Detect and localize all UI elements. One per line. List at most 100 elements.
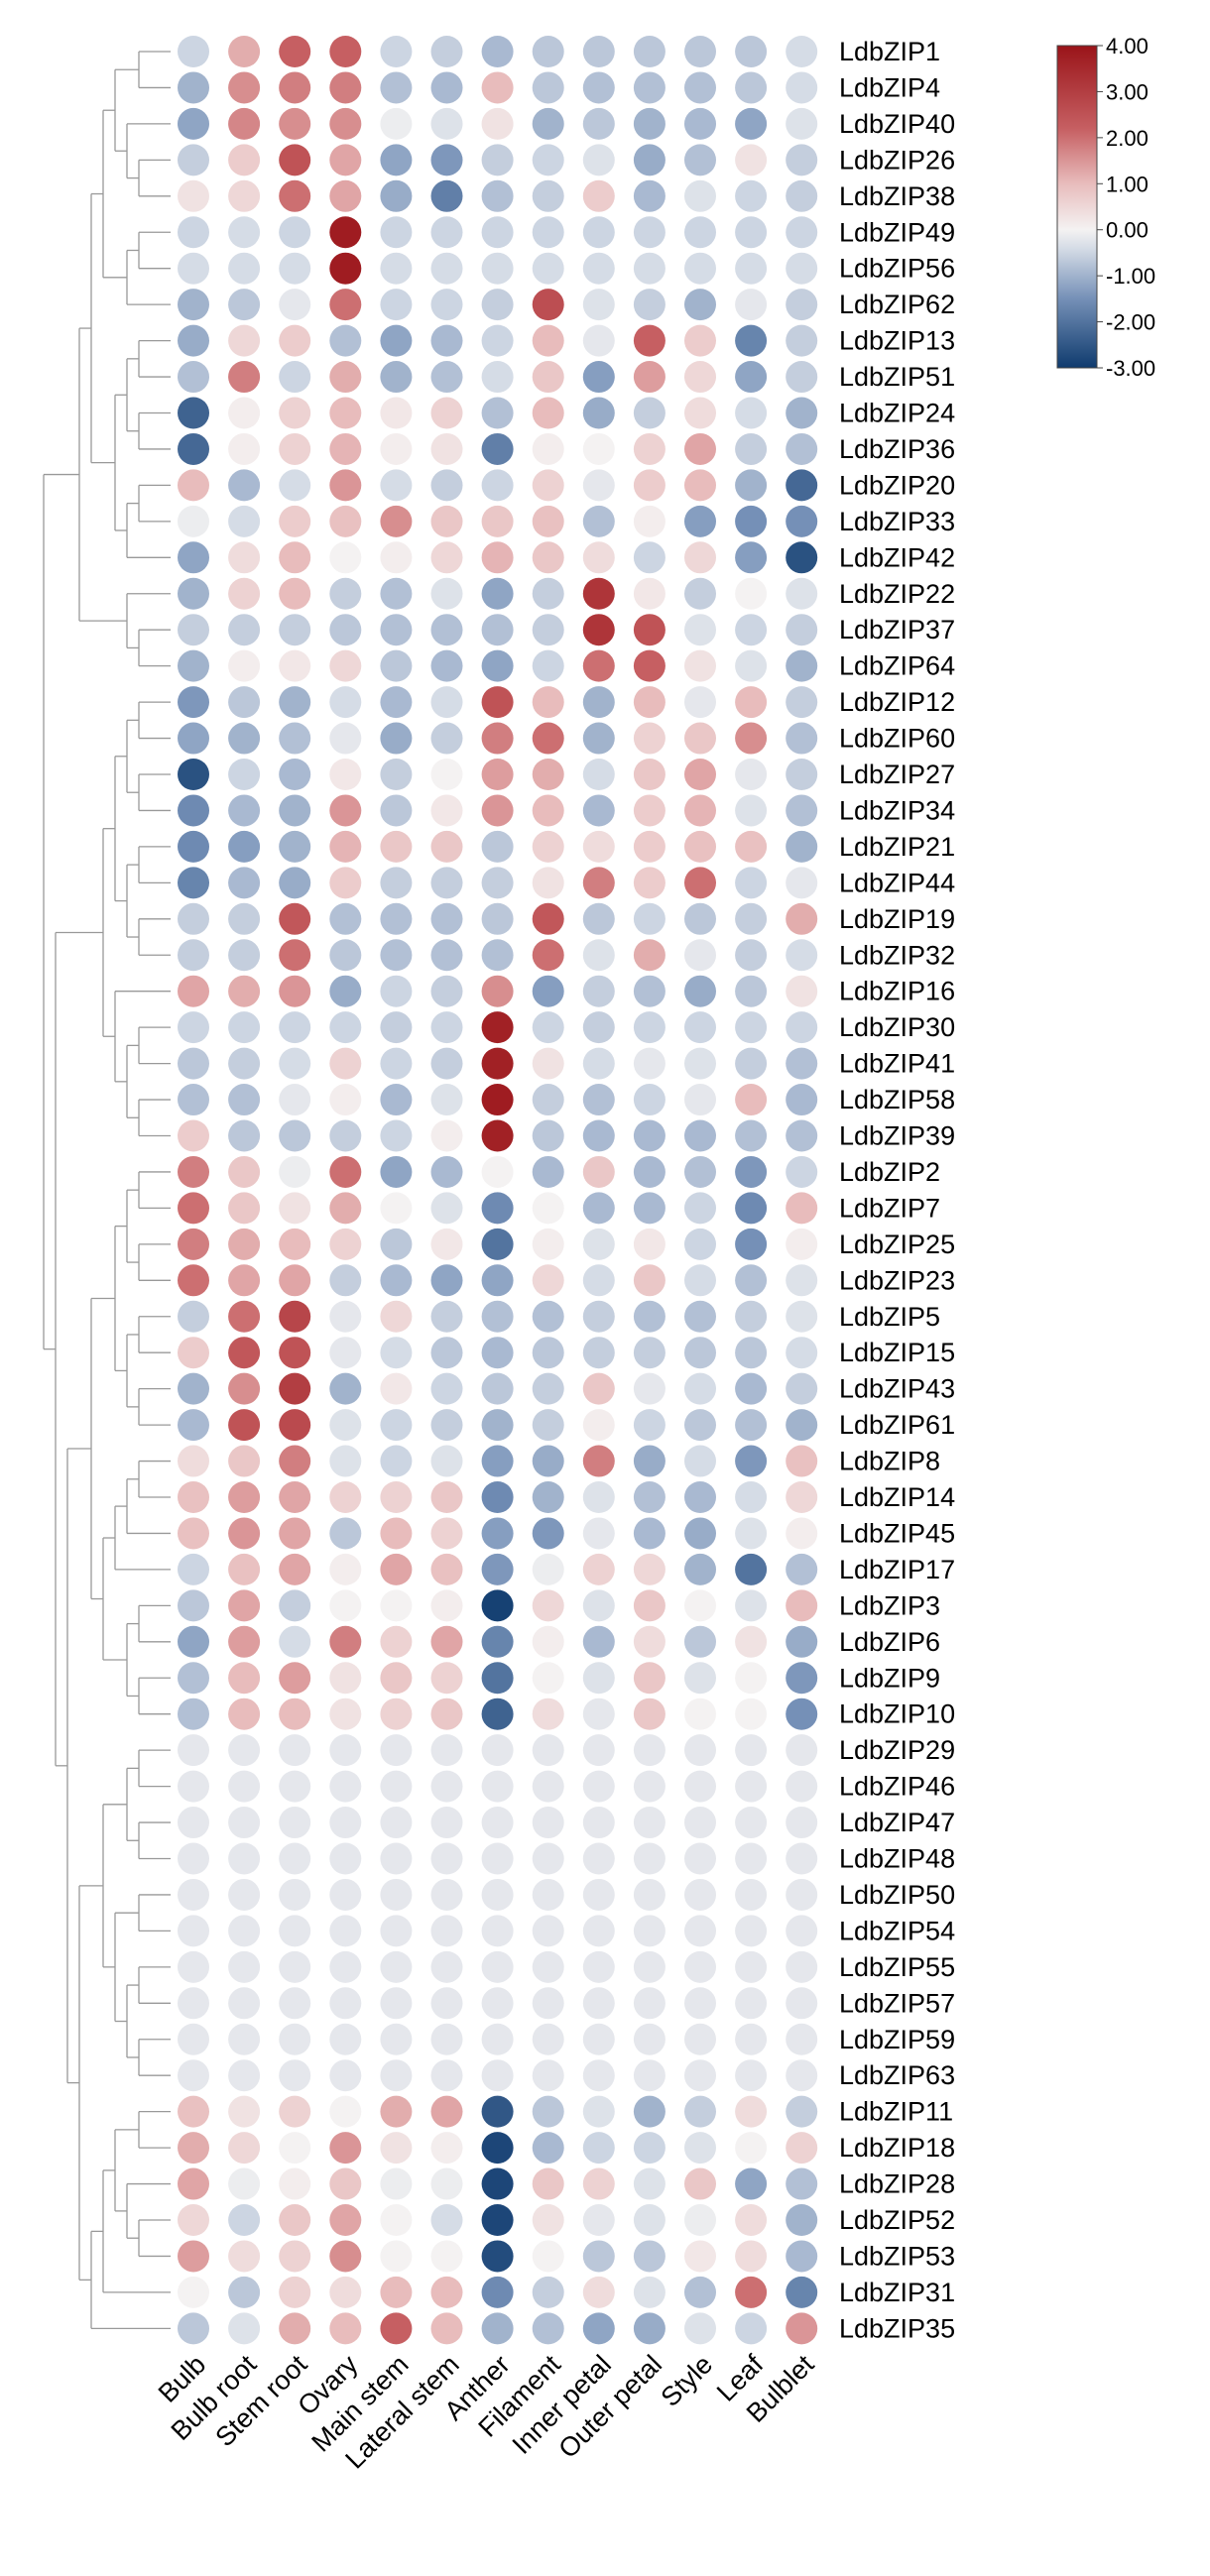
dot <box>279 1842 311 1875</box>
dot <box>633 794 666 827</box>
dot <box>532 1192 564 1225</box>
dot <box>279 179 311 212</box>
dot <box>380 1300 413 1333</box>
dot <box>481 2312 514 2345</box>
dot <box>329 2276 362 2308</box>
dot <box>582 577 615 610</box>
dot <box>684 432 716 465</box>
row-label: LdbZIP52 <box>839 2205 955 2235</box>
row-label: LdbZIP8 <box>839 1447 940 1476</box>
dot <box>430 1011 463 1044</box>
dot <box>178 2095 209 2128</box>
dot <box>228 830 261 863</box>
dot <box>279 1228 311 1260</box>
dot <box>735 1950 768 1983</box>
dot <box>178 541 209 574</box>
dot <box>279 1337 311 1369</box>
dot <box>735 2059 768 2092</box>
dot <box>786 1337 818 1369</box>
row-label: LdbZIP19 <box>839 904 955 934</box>
dot <box>329 614 362 646</box>
dot <box>380 939 413 972</box>
dot <box>279 1987 311 2020</box>
dot <box>279 2240 311 2273</box>
dot <box>279 649 311 682</box>
row-label: LdbZIP34 <box>839 795 955 825</box>
dot <box>481 1915 514 1947</box>
dot <box>279 1807 311 1839</box>
dot <box>329 289 362 321</box>
dot <box>582 2167 615 2200</box>
dot <box>329 1409 362 1442</box>
dot <box>380 1264 413 1297</box>
dot <box>178 759 209 790</box>
row-label: LdbZIP61 <box>839 1410 955 1440</box>
dot <box>684 1047 716 1080</box>
dot <box>532 36 564 67</box>
dot <box>279 1950 311 1983</box>
dot <box>633 649 666 682</box>
dot <box>329 1698 362 1730</box>
dot <box>633 2132 666 2165</box>
row-label: LdbZIP21 <box>839 832 955 862</box>
dot <box>532 1119 564 1152</box>
dot <box>684 1337 716 1369</box>
dot <box>329 1011 362 1044</box>
dot <box>178 2312 209 2345</box>
dot <box>279 1372 311 1405</box>
dot <box>481 289 514 321</box>
dot <box>786 2204 818 2236</box>
dot <box>633 2167 666 2200</box>
dot <box>430 361 463 394</box>
dot <box>786 1119 818 1152</box>
dot <box>178 1625 209 1658</box>
dot <box>582 1950 615 1983</box>
dot <box>380 1698 413 1730</box>
dot <box>228 1300 261 1333</box>
dot <box>735 1337 768 1369</box>
colorbar-tick-label: 1.00 <box>1106 172 1149 196</box>
dot <box>279 1517 311 1550</box>
dot <box>735 1445 768 1477</box>
dot <box>228 2276 261 2308</box>
dot <box>178 2167 209 2200</box>
dot <box>380 1409 413 1442</box>
dot <box>481 902 514 935</box>
dot <box>582 1155 615 1188</box>
dot <box>279 902 311 935</box>
dot <box>735 1662 768 1695</box>
dot <box>786 2167 818 2200</box>
dot <box>380 1011 413 1044</box>
dot <box>786 1878 818 1911</box>
dot <box>481 1011 514 1044</box>
dot <box>380 686 413 719</box>
row-label: LdbZIP38 <box>839 181 955 211</box>
dot <box>633 1770 666 1803</box>
dot <box>786 1625 818 1658</box>
dot <box>228 107 261 140</box>
row-label: LdbZIP14 <box>839 1482 955 1512</box>
dot <box>481 505 514 537</box>
dot <box>582 1445 615 1477</box>
dot <box>633 686 666 719</box>
dot <box>430 1517 463 1550</box>
dendrogram <box>43 51 171 2330</box>
dot <box>633 2240 666 2273</box>
dot <box>329 1734 362 1767</box>
row-label: LdbZIP60 <box>839 724 955 754</box>
dot <box>430 252 463 285</box>
dot <box>279 1084 311 1116</box>
row-label: LdbZIP4 <box>839 72 940 102</box>
dot <box>735 1553 768 1585</box>
dot <box>380 1119 413 1152</box>
dot <box>735 2276 768 2308</box>
dot <box>735 432 768 465</box>
dot <box>481 71 514 104</box>
dot <box>380 1047 413 1080</box>
dot <box>735 361 768 394</box>
dot <box>684 397 716 429</box>
dot <box>735 1084 768 1116</box>
dot <box>582 1915 615 1947</box>
dot <box>786 1445 818 1477</box>
dot <box>582 1300 615 1333</box>
